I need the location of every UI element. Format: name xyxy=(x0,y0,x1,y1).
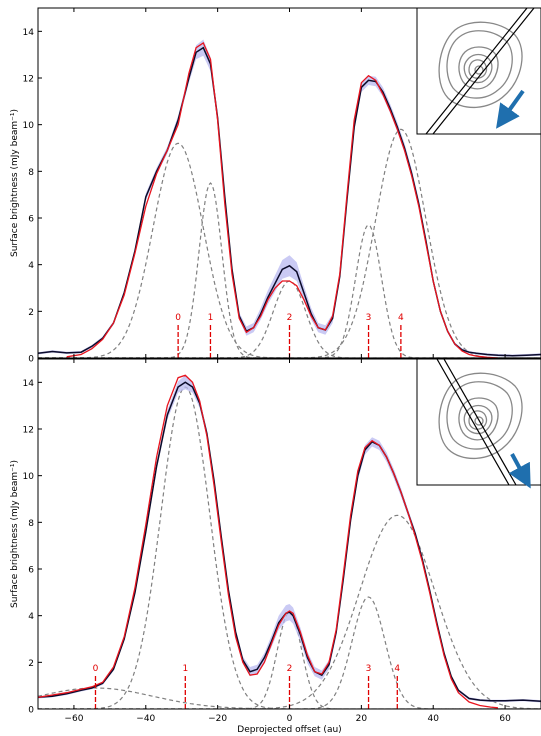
top-y-axis-label: Surface brightness (mJy beam⁻¹) xyxy=(10,109,20,257)
top-y-tick-label: 8 xyxy=(28,168,34,178)
bottom-component-1-curve xyxy=(38,386,541,709)
top-inset xyxy=(416,7,541,135)
top-y-tick-label: 2 xyxy=(28,308,34,318)
bottom-component-2-label: 2 xyxy=(287,664,293,674)
bottom-plot-area: 0 1 2 3 4 xyxy=(38,374,541,709)
bottom-inset-frame xyxy=(416,358,541,486)
bottom-x-tick-label: −40 xyxy=(136,714,155,724)
bottom-x-tick-label: 20 xyxy=(356,714,368,724)
top-y-tick-label: 0 xyxy=(28,355,34,365)
bottom-x-tick-label: 40 xyxy=(427,714,439,724)
x-axis-label: Deprojected offset (au) xyxy=(237,725,341,735)
bottom-y-tick-label: 10 xyxy=(23,472,35,482)
top-component-4-label: 4 xyxy=(398,313,404,323)
bottom-inset-arrow-icon xyxy=(508,453,531,489)
top-inset-frame xyxy=(416,7,541,135)
bottom-model-line xyxy=(38,374,498,709)
bottom-component-4-curve xyxy=(38,514,541,709)
top-plot-area: 0 1 2 3 4 xyxy=(38,39,541,358)
bottom-component-3-label: 3 xyxy=(366,664,372,674)
bottom-y-tick-label: 0 xyxy=(28,706,34,716)
top-y-tick-label: 4 xyxy=(28,261,34,271)
top-component-4-curve xyxy=(38,128,541,358)
top-model-line xyxy=(66,42,498,358)
top-component-3-curve xyxy=(38,224,541,358)
top-component-3-label: 3 xyxy=(366,313,372,323)
bottom-inset xyxy=(416,358,541,489)
bottom-inset-slit xyxy=(436,358,517,486)
bottom-x-tick-label: −20 xyxy=(208,714,227,724)
top-inset-contours xyxy=(438,21,523,109)
bottom-y-axis-label: Surface brightness (mJy beam⁻¹) xyxy=(10,460,20,608)
bottom-x-tick-label: −60 xyxy=(64,714,83,724)
bottom-inset-contours xyxy=(438,372,523,460)
bottom-y-tick-label: 12 xyxy=(23,426,34,436)
bottom-x-tick-label: 0 xyxy=(287,714,293,724)
top-component-0-label: 0 xyxy=(175,313,181,323)
bottom-component-0-label: 0 xyxy=(93,664,99,674)
bottom-y-tick-label: 6 xyxy=(28,566,34,576)
bottom-x-tick-label: 60 xyxy=(499,714,511,724)
top-y-tick-label: 10 xyxy=(23,121,35,131)
top-y-tick-label: 6 xyxy=(28,215,34,225)
top-inset-slit xyxy=(425,7,535,135)
bottom-component-1-label: 1 xyxy=(182,664,188,674)
bottom-y-tick-label: 14 xyxy=(23,379,35,389)
top-y-tick-label: 14 xyxy=(23,28,35,38)
top-component-2-label: 2 xyxy=(287,313,293,323)
top-component-1-label: 1 xyxy=(208,313,214,323)
bottom-y-tick-label: 4 xyxy=(28,612,34,622)
top-inset-arrow-icon xyxy=(496,89,525,129)
bottom-y-tick-label: 8 xyxy=(28,519,34,529)
bottom-y-tick-label: 2 xyxy=(28,659,34,669)
top-y-tick-label: 12 xyxy=(23,75,34,85)
bottom-component-4-label: 4 xyxy=(394,664,400,674)
